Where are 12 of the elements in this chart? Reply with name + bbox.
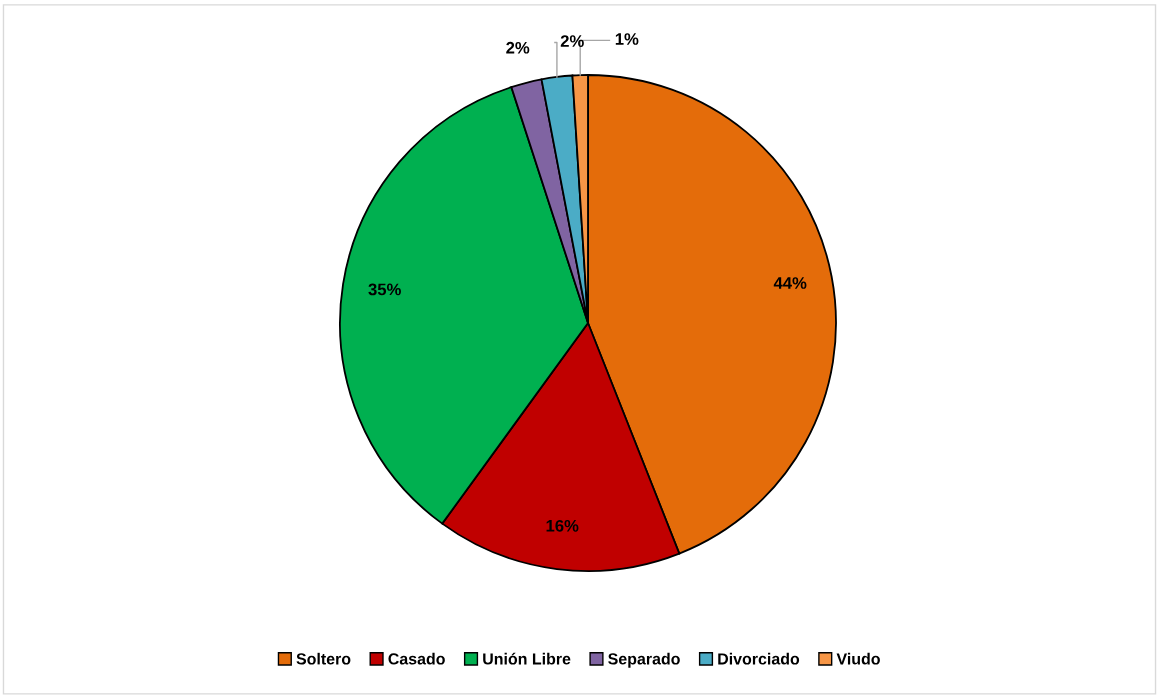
data-label: 35% bbox=[368, 283, 401, 296]
legend-label: Soltero bbox=[296, 652, 351, 665]
legend-label: Divorciado bbox=[718, 652, 800, 665]
legend-label: Separado bbox=[608, 652, 680, 668]
data-label: 2% bbox=[560, 35, 584, 47]
legend-label: Viudo bbox=[836, 652, 880, 665]
legend-label: Unión Libre bbox=[483, 652, 571, 665]
data-label: 2% bbox=[506, 41, 530, 54]
data-label: 16% bbox=[546, 519, 579, 532]
data-label: 1% bbox=[615, 33, 639, 45]
legend-label: Casado bbox=[388, 652, 445, 665]
data-label: 44% bbox=[773, 277, 807, 289]
